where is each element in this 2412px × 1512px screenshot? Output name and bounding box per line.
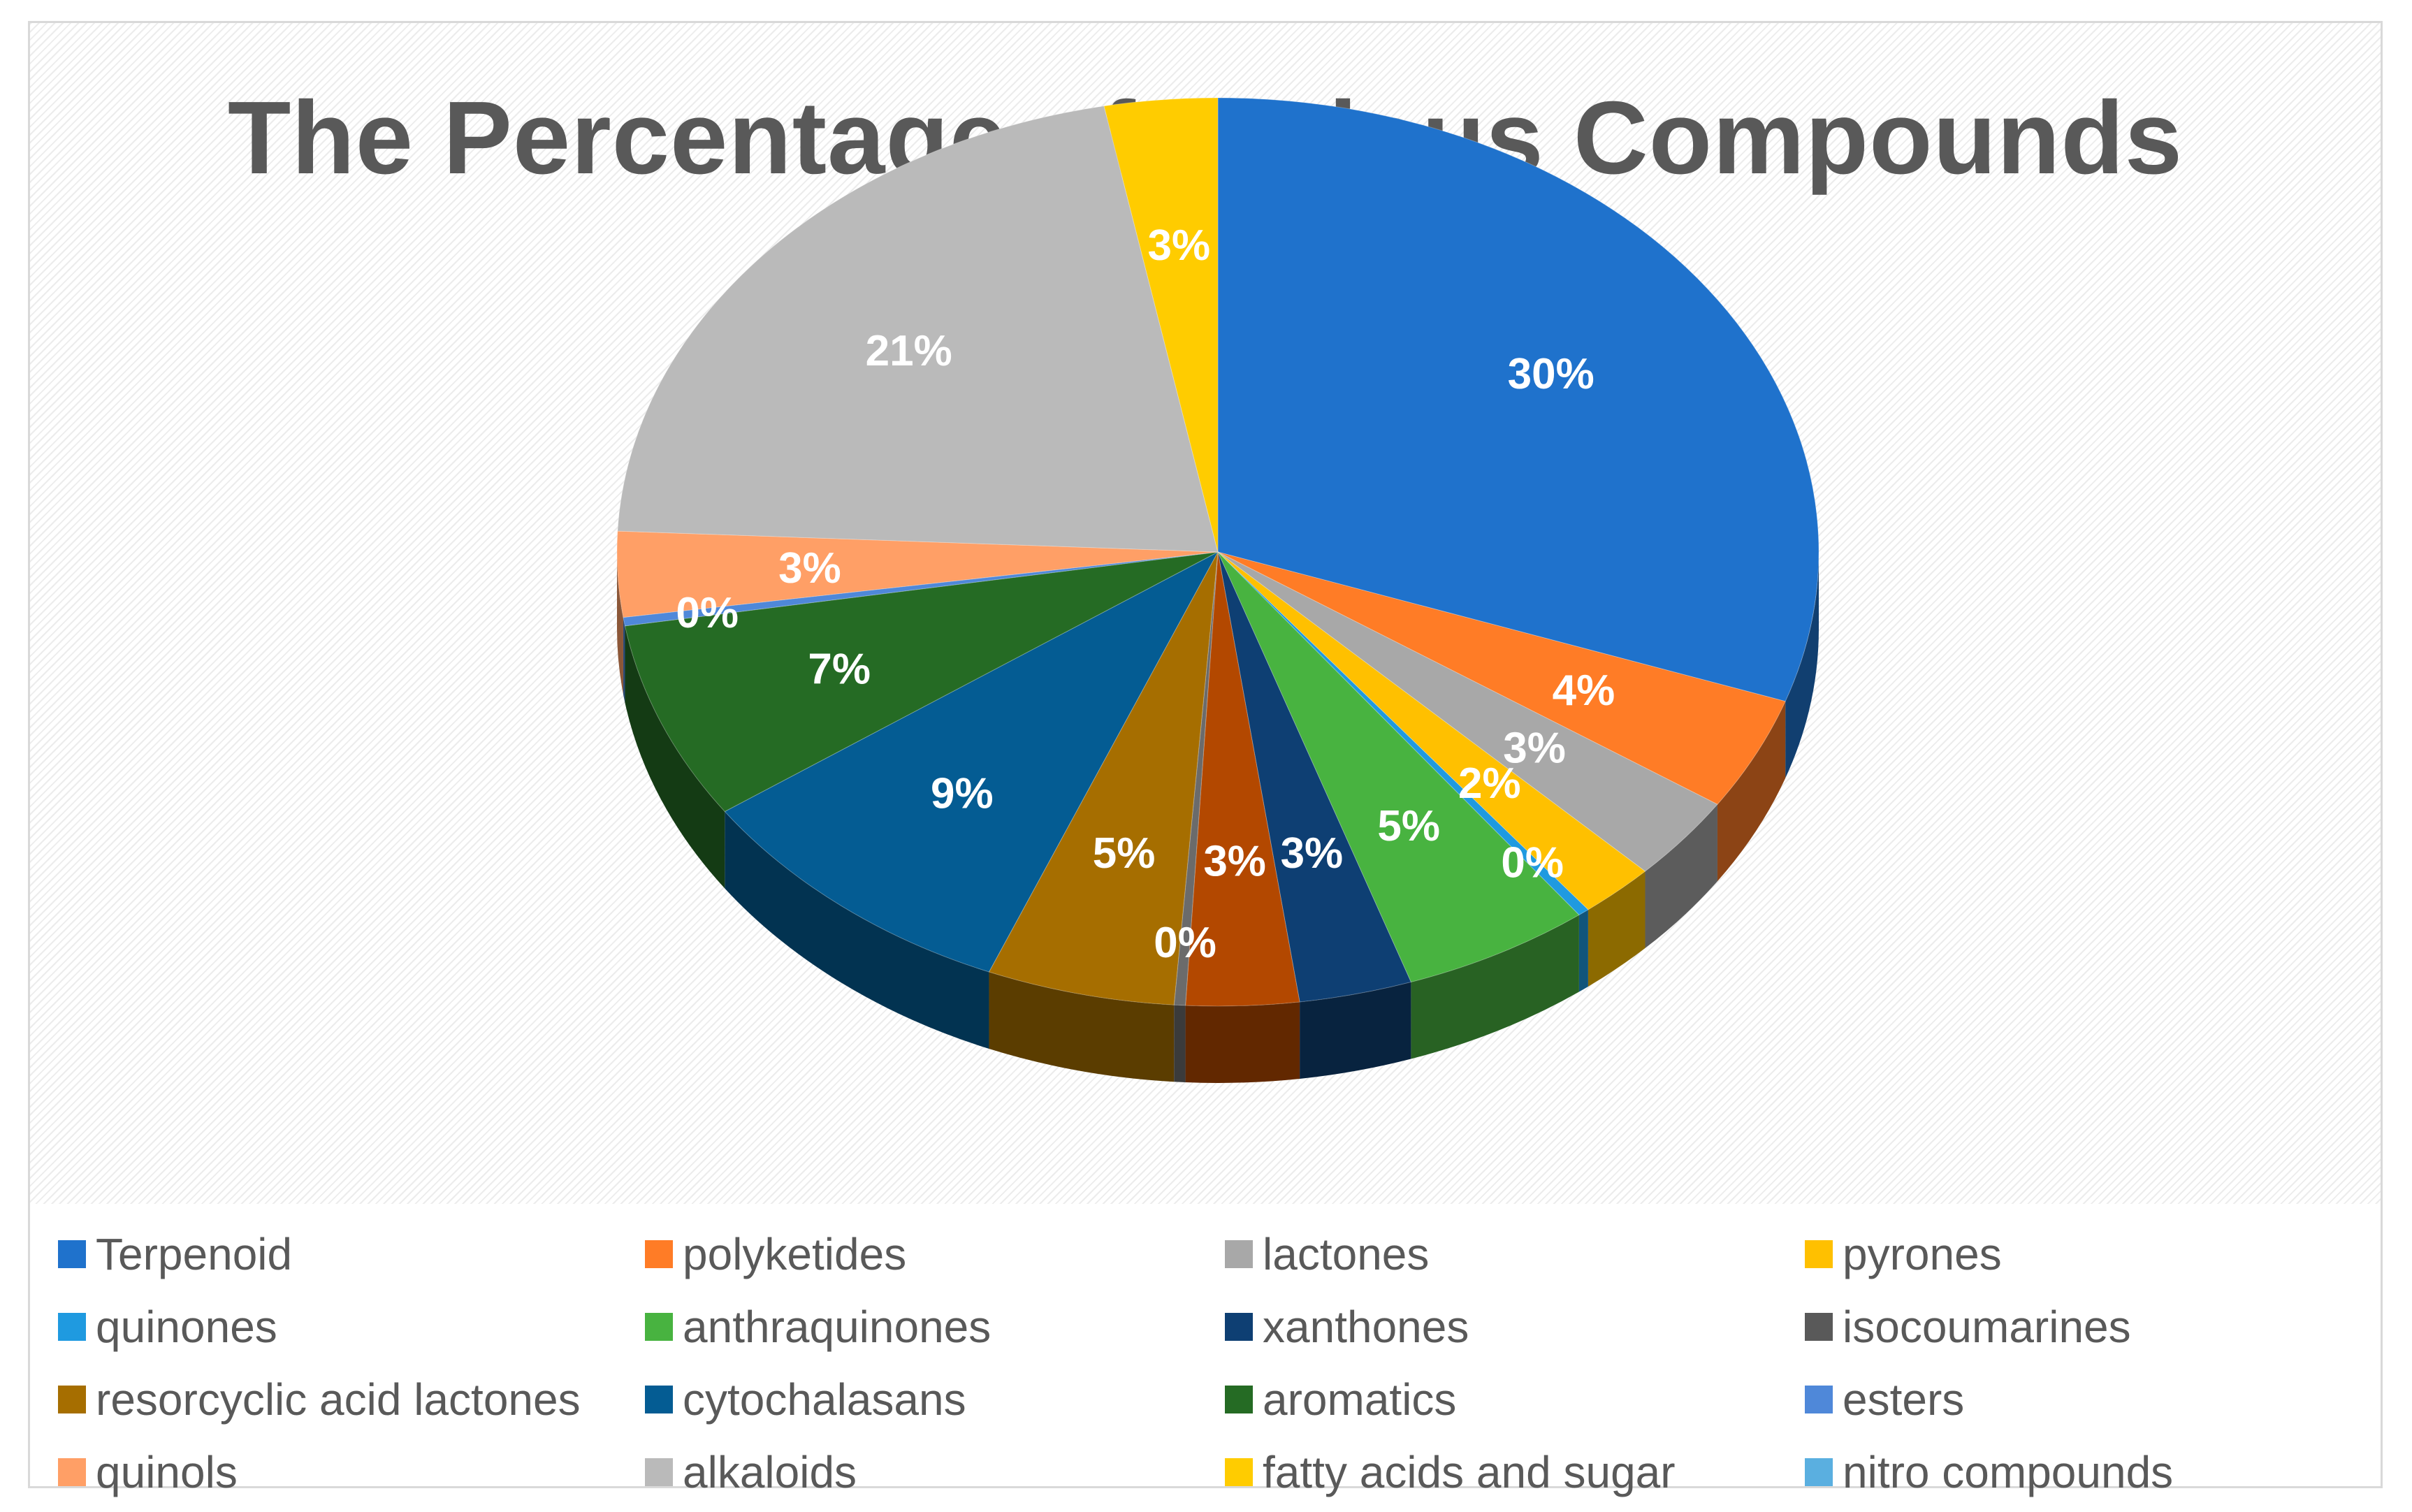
legend-item: lactones [1225, 1218, 1805, 1291]
legend-label: alkaloids [683, 1447, 857, 1497]
pie-slice [1103, 97, 1219, 553]
legend-swatch [645, 1313, 673, 1341]
pie-data-label: 9% [931, 770, 994, 818]
pie-slice-side [623, 617, 625, 703]
legend-swatch [58, 1386, 86, 1413]
pie-slice-side [1174, 1005, 1186, 1083]
pie-slice [623, 551, 1219, 627]
legend-swatch [645, 1386, 673, 1413]
legend-swatch [1805, 1240, 1833, 1268]
legend-swatch [58, 1313, 86, 1341]
pie-slice-side [989, 972, 1175, 1082]
legend: Terpenoid polyketides lactones pyrones quin… [58, 1211, 2357, 1497]
legend-swatch [58, 1240, 86, 1268]
pie-data-label: 5% [1377, 802, 1440, 850]
legend-label: cytochalasans [683, 1374, 966, 1425]
legend-label: nitro compounds [1843, 1447, 2174, 1497]
legend-label: quinones [96, 1302, 277, 1352]
pie-slice [724, 551, 1219, 973]
legend-item: fatty acids and sugar [1225, 1436, 1805, 1509]
pie-slice [1217, 551, 1412, 1003]
legend-swatch [645, 1458, 673, 1486]
legend-label: isocoumarines [1843, 1302, 2131, 1352]
pie-slice-side [1717, 701, 1786, 882]
legend-item: resorcyclic acid lactones [58, 1363, 645, 1436]
pie-data-label: 3% [778, 544, 841, 593]
legend-item: isocoumarines [1805, 1291, 2357, 1363]
legend-item: quinones [58, 1291, 645, 1363]
pie-slice [1185, 551, 1300, 1007]
pie-slice-side [1785, 552, 1819, 778]
pie-data-label: 0% [676, 589, 739, 637]
legend-swatch [1805, 1386, 1833, 1413]
legend-item: cytochalasans [645, 1363, 1225, 1436]
legend-swatch [1225, 1313, 1253, 1341]
legend-item: esters [1805, 1363, 2357, 1436]
pie-top [616, 97, 1819, 1007]
pie-data-label: 3% [1503, 724, 1566, 772]
pie-side-walls [617, 552, 1819, 1084]
pie-slice [1217, 97, 1819, 702]
legend-swatch [58, 1458, 86, 1486]
legend-label: lactones [1263, 1229, 1430, 1279]
legend-label: quinols [96, 1447, 238, 1497]
legend-item: xanthones [1225, 1291, 1805, 1363]
legend-item: nitro compounds [1805, 1436, 2357, 1509]
legend-item: alkaloids [645, 1436, 1225, 1509]
pie-slice-side [1300, 982, 1411, 1079]
legend-label: anthraquinones [683, 1302, 991, 1352]
pie-slice-side [1411, 915, 1579, 1059]
pie-data-label: 0% [1501, 839, 1564, 887]
legend-item: Terpenoid [58, 1218, 645, 1291]
legend-label: esters [1843, 1374, 1965, 1425]
pie-data-label: 3% [1203, 838, 1266, 886]
pie-slice-side [725, 811, 989, 1049]
pie-data-label: 30% [1508, 350, 1594, 398]
pie-slice [1217, 551, 1580, 983]
pie-slice [1217, 551, 1589, 916]
pie-data-label: 3% [1281, 829, 1344, 878]
pie-slice-side [625, 625, 725, 889]
pie-data-label: 21% [866, 327, 952, 375]
pie-slice-side [1578, 909, 1588, 992]
pie-slice [1173, 551, 1219, 1006]
legend-item: polyketides [645, 1218, 1225, 1291]
pie-slice [988, 551, 1219, 1005]
pie-slice-side [1588, 871, 1645, 987]
pie-data-label: 7% [808, 645, 871, 693]
pie-slice [617, 106, 1219, 553]
pie-data-label: 0% [1154, 919, 1216, 967]
pie-data-label: 4% [1553, 667, 1615, 715]
pie-slice [1217, 551, 1718, 872]
pie-data-label: 5% [1093, 829, 1156, 878]
legend-swatch [1225, 1240, 1253, 1268]
pie-slice-side [1645, 804, 1717, 949]
legend-label: polyketides [683, 1229, 907, 1279]
legend-item: anthraquinones [645, 1291, 1225, 1363]
pie-data-labels: 30%4%3%2%0%5%3%3%0%5%9%7%0%3%21%3% [676, 221, 1615, 967]
legend-label: pyrones [1843, 1229, 2002, 1279]
legend-item: quinols [58, 1436, 645, 1509]
pie-slice [1217, 551, 1646, 910]
pie-slice [1217, 551, 1786, 805]
pie-data-label: 2% [1458, 759, 1521, 808]
legend-label: fatty acids and sugar [1263, 1447, 1676, 1497]
legend-label: Terpenoid [96, 1229, 293, 1279]
legend-swatch [1225, 1458, 1253, 1486]
legend-swatch [1805, 1458, 1833, 1486]
legend-swatch [1225, 1386, 1253, 1413]
legend-item: pyrones [1805, 1218, 2357, 1291]
legend-swatch [645, 1240, 673, 1268]
pie-slice-side [1185, 1001, 1300, 1084]
legend-label: xanthones [1263, 1302, 1469, 1352]
pie-data-label: 3% [1148, 221, 1211, 270]
legend-label: resorcyclic acid lactones [96, 1374, 581, 1425]
pie-slice [624, 551, 1219, 813]
pie-slice-side [617, 552, 623, 695]
pie-slice [616, 530, 1219, 618]
legend-swatch [1805, 1313, 1833, 1341]
legend-item: aromatics [1225, 1363, 1805, 1436]
legend-label: aromatics [1263, 1374, 1457, 1425]
